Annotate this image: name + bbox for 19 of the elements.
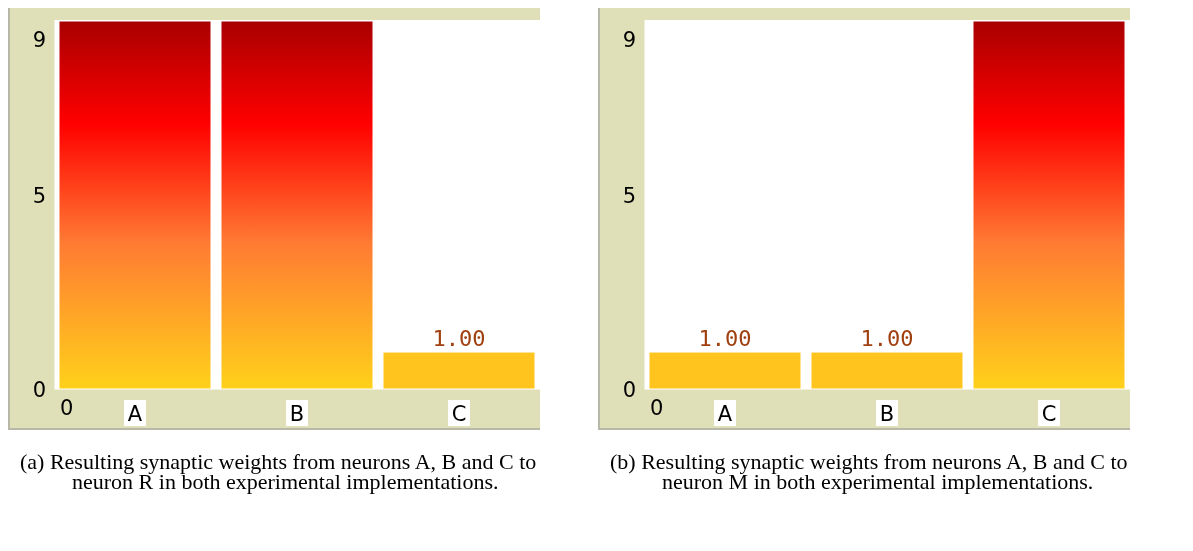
x-tick-label: C: [1041, 402, 1057, 426]
y-tick-label: 0: [622, 378, 636, 403]
y-tick-label: 5: [32, 183, 46, 208]
y-tick-label: 9: [622, 27, 636, 52]
x-tick-label: A: [717, 402, 733, 426]
data-label: 1.00: [860, 326, 914, 352]
x-tick-label: C: [451, 402, 467, 426]
data-label: 1.00: [432, 326, 486, 352]
text: (b) Resulting synaptic weights from neurons A, B and C to neuron M in both experimental implementations.: [610, 449, 1129, 494]
x-tick-label: B: [879, 402, 895, 426]
text: (a) Resulting synaptic weights from neurons A, B and C to neuron R in both experimental implementations.: [20, 449, 538, 494]
y-tick-label: 9: [32, 27, 46, 52]
x-tick-label: B: [289, 402, 305, 426]
y-tick-label: 5: [622, 183, 636, 208]
y-tick-label: 0: [32, 378, 46, 403]
text: 0: [650, 396, 664, 420]
data-label: 1.00: [698, 326, 752, 352]
x-tick-label: A: [127, 402, 143, 426]
text: 0: [60, 396, 74, 420]
